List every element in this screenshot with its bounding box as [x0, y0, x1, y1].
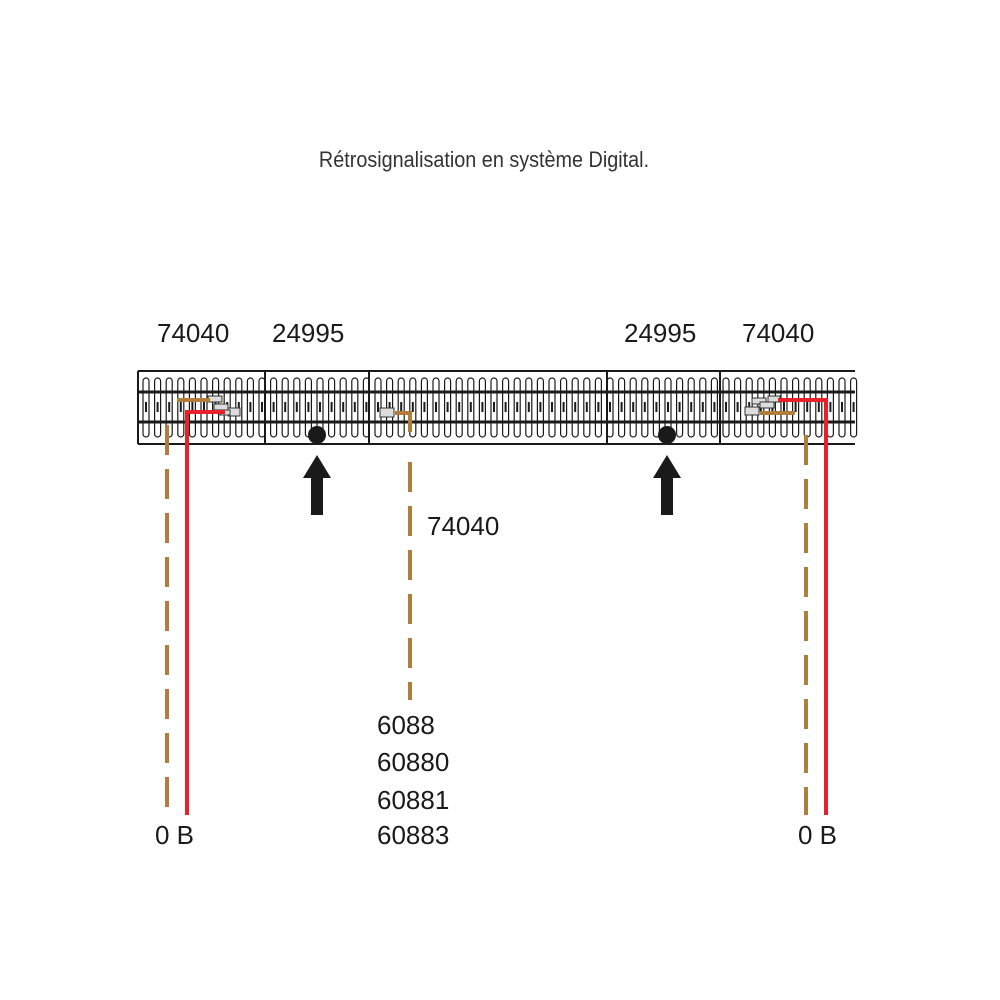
label-74040-left: 74040: [157, 318, 230, 348]
label-24995-left: 24995: [272, 318, 345, 348]
section-dividers: [137, 371, 721, 444]
contact-point-left: [308, 426, 326, 444]
label-terminals-right: 0 B: [798, 820, 838, 850]
label-74040-middle: 74040: [427, 511, 500, 541]
connector-middle: [379, 407, 395, 418]
label-decoder: 60883: [377, 820, 450, 850]
connector-right: [744, 395, 781, 416]
label-decoder: 60880: [377, 747, 450, 777]
wires: [165, 398, 828, 815]
red-wire-left: [185, 410, 225, 815]
arrow-up-icon: [303, 455, 331, 515]
label-74040-right: 74040: [742, 318, 815, 348]
label-decoder: 6088: [377, 710, 435, 740]
label-24995-right: 24995: [624, 318, 697, 348]
diagram-title: Rétrosignalisation en système Digital.: [318, 147, 650, 172]
label-decoder: 60881: [377, 785, 450, 815]
red-wire-right: [778, 398, 828, 815]
brown-wire-middle: [395, 411, 412, 432]
arrow-up-icon: [653, 455, 681, 515]
contact-point-right: [658, 426, 676, 444]
label-terminals-left: 0 B: [155, 820, 195, 850]
